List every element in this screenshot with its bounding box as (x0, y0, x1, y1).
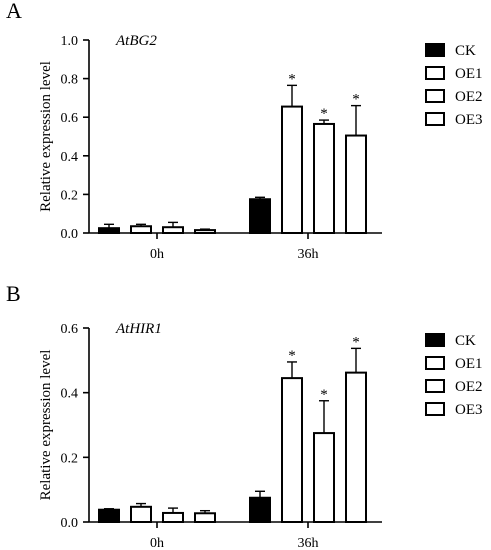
bar (281, 377, 303, 523)
panel-a: A AtBG2 0.0 0.2 0.4 0.6 0.8 1.0 Relative express… (6, 0, 483, 262)
bar (281, 105, 303, 234)
x-tick-label: 0h (150, 247, 164, 262)
x-tick-label: 36h (298, 536, 319, 550)
legend-swatch (425, 379, 445, 393)
legend-swatch (425, 89, 445, 103)
legend-swatch (425, 333, 445, 347)
significance-star: * (288, 71, 296, 87)
y-tick-label: 0.2 (61, 188, 79, 203)
significance-star: * (352, 334, 360, 350)
gene-annotation: AtHIR1 (115, 321, 162, 337)
y-tick-label: 0.4 (61, 150, 79, 165)
bar (345, 371, 367, 523)
bar (345, 134, 367, 234)
y-tick-label: 0.6 (61, 322, 79, 337)
bar (98, 227, 120, 235)
legend-label: OE3 (455, 112, 483, 128)
legend-swatch (425, 402, 445, 416)
legend-label: CK (455, 43, 476, 59)
y-axis-label: Relative expression level (38, 350, 54, 501)
legend-label: OE2 (455, 379, 483, 395)
bar (194, 512, 216, 524)
legend-label: OE2 (455, 89, 483, 105)
y-tick-label: 0.2 (61, 451, 79, 466)
y-tick-label: 0.4 (61, 387, 79, 402)
bar (162, 226, 184, 235)
y-axis-label: Relative expression level (38, 61, 54, 212)
bar (313, 432, 335, 524)
bar (162, 511, 184, 523)
significance-star: * (320, 387, 328, 403)
gene-annotation: AtBG2 (115, 33, 157, 49)
y-tick-label: 1.0 (61, 34, 79, 49)
x-tick-label: 0h (150, 536, 164, 550)
bar (98, 508, 120, 524)
legend-swatch (425, 43, 445, 57)
legend-swatch (425, 112, 445, 126)
significance-star: * (320, 106, 328, 122)
bar (249, 496, 271, 523)
x-tick-label: 36h (298, 247, 319, 262)
significance-star: * (352, 92, 360, 108)
bar (313, 122, 335, 234)
legend-label: OE1 (455, 66, 483, 82)
legend-swatch (425, 66, 445, 80)
bar (130, 505, 152, 524)
bar (249, 198, 271, 235)
y-tick-label: 0.8 (61, 73, 79, 88)
significance-star: * (288, 348, 296, 364)
bar (194, 229, 216, 234)
legend-swatch (425, 356, 445, 370)
y-tick-label: 0.0 (61, 227, 79, 242)
panel-letter: B (6, 281, 21, 306)
panel-b: B AtHIR1 0.0 0.2 0.4 0.6 Relative expression l… (6, 281, 483, 550)
legend-label: CK (455, 333, 476, 349)
legend-label: OE3 (455, 402, 483, 418)
panel-letter: A (6, 0, 22, 23)
y-tick-label: 0.0 (61, 516, 79, 531)
bar (130, 225, 152, 234)
legend-label: OE1 (455, 356, 483, 372)
y-tick-label: 0.6 (61, 111, 79, 126)
